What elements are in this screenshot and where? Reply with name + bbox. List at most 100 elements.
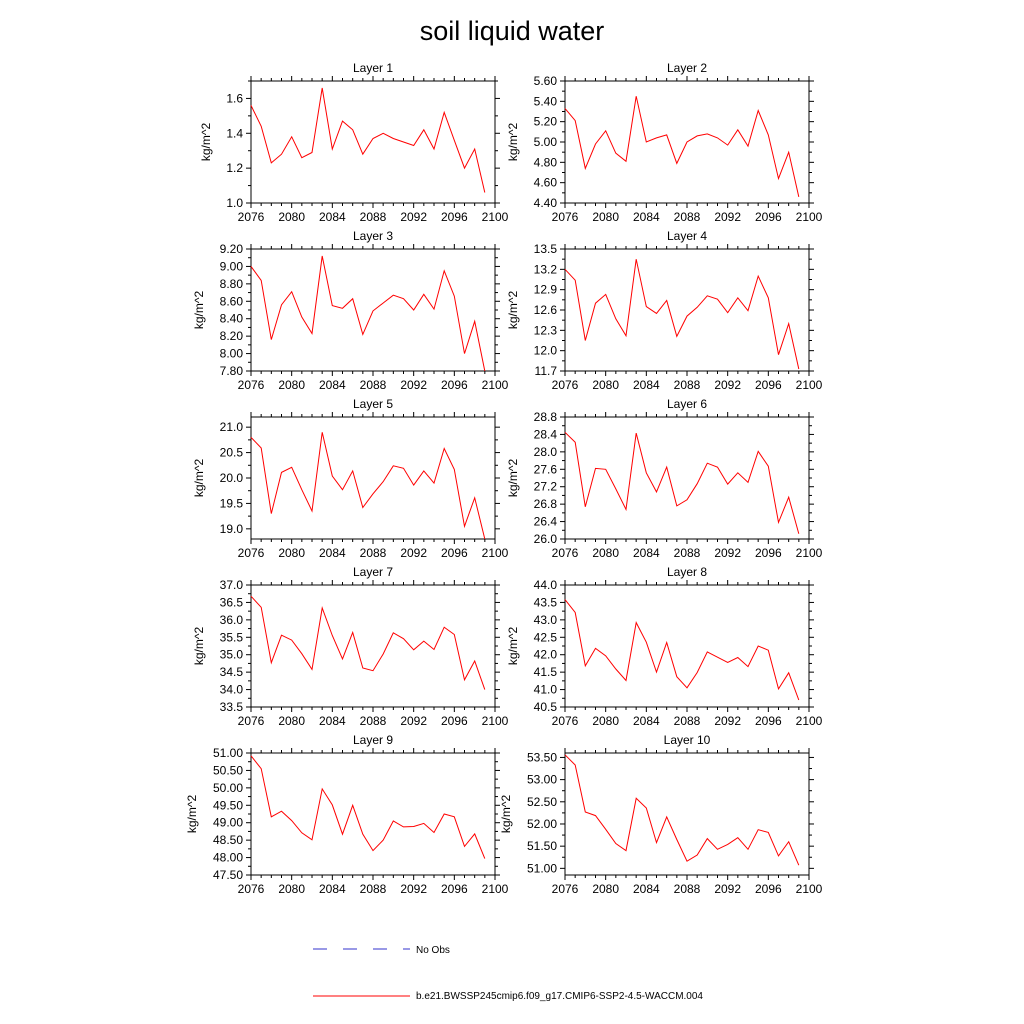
y-tick-label: 12.6 [534, 303, 558, 317]
x-tick-label: 2092 [714, 546, 741, 560]
plot-frame [250, 248, 496, 372]
y-tick-label: 5.00 [534, 135, 558, 149]
y-tick-label: 4.80 [534, 155, 558, 169]
x-tick-label: 2076 [552, 210, 579, 224]
y-tick-label: 41.0 [534, 683, 558, 697]
x-tick-label: 2096 [755, 882, 782, 896]
y-tick-label: 28.0 [534, 445, 558, 459]
x-tick-label: 2096 [441, 378, 468, 392]
y-tick-label: 11.7 [535, 364, 558, 378]
y-tick-label: 27.2 [534, 480, 558, 494]
x-tick-label: 2076 [238, 378, 265, 392]
y-tick-label: 47.50 [213, 868, 243, 882]
x-tick-label: 2092 [400, 378, 427, 392]
x-tick-label: 2088 [674, 882, 701, 896]
y-tick-label: 41.5 [534, 665, 558, 679]
y-tick-label: 19.0 [220, 522, 244, 536]
x-tick-label: 2084 [319, 210, 346, 224]
series-line [250, 432, 486, 540]
x-tick-label: 2088 [674, 714, 701, 728]
y-tick-label: 48.50 [213, 833, 243, 847]
x-tick-label: 2080 [592, 378, 619, 392]
x-tick-label: 2080 [278, 882, 305, 896]
y-tick-label: 13.2 [534, 262, 558, 276]
x-tick-label: 2092 [714, 210, 741, 224]
panel-title: Layer 3 [353, 229, 393, 243]
x-tick-label: 2080 [278, 210, 305, 224]
series-line [250, 255, 486, 372]
y-tick-label: 48.00 [213, 851, 243, 865]
y-tick-label: 1.0 [226, 196, 243, 210]
x-tick-label: 2092 [400, 882, 427, 896]
panel-layer-4: Layer 4 2076 2080 2084 2088 2092 2096 2100 11.7 1… [506, 229, 823, 392]
y-tick-label: 37.0 [220, 578, 244, 592]
x-tick-label: 2100 [796, 546, 823, 560]
legend: No Obs b.e21.BWSSP245cmip6.f09_g17.CMIP6… [313, 945, 703, 1002]
x-tick-label: 2100 [482, 378, 509, 392]
panel-layer-1: Layer 1 2076 2080 2084 2088 2092 2096 2100 1.0 1.… [199, 61, 509, 224]
y-tick-label: 26.4 [534, 515, 558, 529]
x-tick-label: 2080 [592, 882, 619, 896]
x-tick-label: 2084 [319, 882, 346, 896]
x-tick-label: 2076 [238, 882, 265, 896]
x-tick-label: 2076 [552, 378, 579, 392]
y-tick-label: 42.5 [534, 630, 558, 644]
y-axis-label: kg/m^2 [192, 627, 206, 666]
panel-title: Layer 5 [353, 397, 393, 411]
panel-layer-5: Layer 5 2076 2080 2084 2088 2092 2096 2100 19.0 1… [192, 397, 509, 560]
y-axis-label: kg/m^2 [199, 123, 213, 162]
y-tick-label: 50.50 [213, 763, 243, 777]
y-tick-label: 19.5 [220, 496, 244, 510]
series-line [250, 755, 486, 859]
panel-title: Layer 10 [664, 733, 711, 747]
x-tick-label: 2084 [319, 378, 346, 392]
x-tick-label: 2096 [441, 210, 468, 224]
y-tick-label: 5.20 [534, 115, 558, 129]
x-tick-label: 2088 [360, 210, 387, 224]
panel-layer-2: Layer 2 2076 2080 2084 2088 2092 2096 2100 4.40 4… [506, 61, 823, 224]
y-axis-label: kg/m^2 [506, 291, 520, 330]
y-tick-label: 42.0 [534, 648, 558, 662]
y-tick-label: 20.0 [220, 471, 244, 485]
x-tick-label: 2080 [592, 714, 619, 728]
x-tick-label: 2084 [319, 714, 346, 728]
series-line [564, 431, 800, 534]
x-tick-label: 2080 [278, 714, 305, 728]
x-tick-label: 2080 [592, 210, 619, 224]
y-tick-label: 26.8 [534, 497, 558, 511]
series-line [564, 96, 800, 198]
x-tick-label: 2076 [552, 714, 579, 728]
y-tick-label: 1.6 [226, 91, 243, 105]
y-tick-label: 44.0 [534, 578, 558, 592]
y-axis-label: kg/m^2 [506, 627, 520, 666]
y-axis-label: kg/m^2 [499, 795, 513, 834]
legend-no-obs-label: No Obs [416, 945, 450, 956]
x-tick-label: 2080 [592, 546, 619, 560]
panel-title: Layer 4 [667, 229, 707, 243]
x-tick-label: 2096 [755, 210, 782, 224]
y-tick-label: 28.4 [534, 427, 558, 441]
y-tick-label: 8.00 [220, 347, 244, 361]
x-tick-label: 2100 [796, 378, 823, 392]
panel-title: Layer 7 [353, 565, 393, 579]
x-tick-label: 2096 [441, 546, 468, 560]
x-tick-label: 2100 [482, 714, 509, 728]
x-tick-label: 2084 [633, 210, 660, 224]
y-tick-label: 35.0 [220, 648, 244, 662]
y-tick-label: 36.0 [220, 613, 244, 627]
y-tick-label: 1.2 [226, 161, 243, 175]
panel-layer-7: Layer 7 2076 2080 2084 2088 2092 2096 2100 33.5 3… [192, 565, 509, 728]
y-tick-label: 4.60 [534, 176, 558, 190]
x-tick-label: 2088 [674, 378, 701, 392]
y-tick-label: 34.0 [220, 683, 244, 697]
x-tick-label: 2088 [360, 378, 387, 392]
x-tick-label: 2076 [552, 882, 579, 896]
x-tick-label: 2088 [360, 546, 387, 560]
x-tick-label: 2084 [633, 378, 660, 392]
panel-layer-8: Layer 8 2076 2080 2084 2088 2092 2096 2100 40.5 4… [506, 565, 823, 728]
y-tick-label: 34.5 [220, 665, 244, 679]
plot-frame [250, 752, 496, 876]
plot-frame [564, 416, 810, 540]
y-tick-label: 4.40 [534, 196, 558, 210]
